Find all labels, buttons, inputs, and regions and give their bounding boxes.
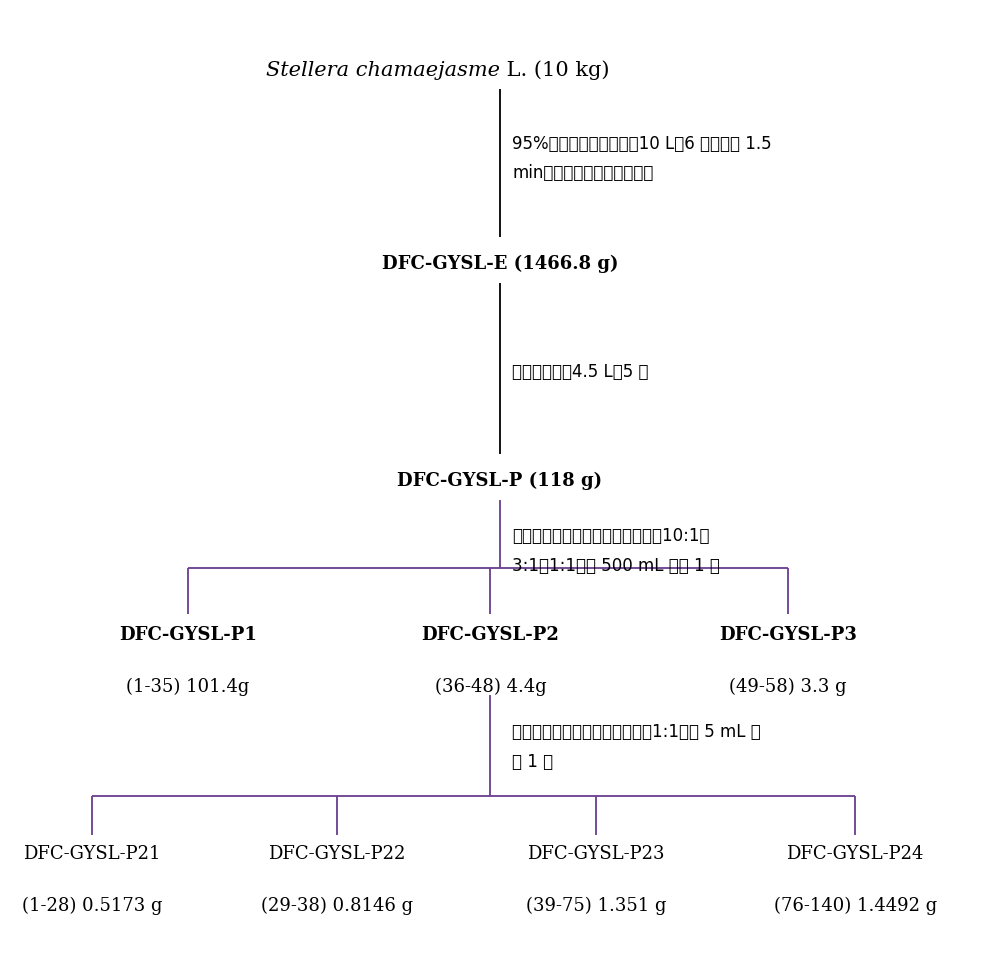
Text: min，过滤，滤液浓缩、蒸干: min，过滤，滤液浓缩、蒸干 — [512, 164, 654, 183]
Text: (29-38) 0.8146 g: (29-38) 0.8146 g — [261, 896, 413, 914]
Text: DFC-GYSL-P3: DFC-GYSL-P3 — [719, 626, 857, 644]
Text: 95%乙醇闪式提取提取（10 L）6 次，每次 1.5: 95%乙醇闪式提取提取（10 L）6 次，每次 1.5 — [512, 135, 772, 153]
Text: (1-28) 0.5173 g: (1-28) 0.5173 g — [22, 896, 162, 914]
Text: 集 1 次: 集 1 次 — [512, 752, 554, 770]
Text: (1-35) 101.4g: (1-35) 101.4g — [126, 677, 250, 695]
Text: 3:1，1:1）每 500 mL 收集 1 次: 3:1，1:1）每 500 mL 收集 1 次 — [512, 556, 720, 575]
Text: (76-140) 1.4492 g: (76-140) 1.4492 g — [774, 896, 937, 914]
Text: DFC-GYSL-P24: DFC-GYSL-P24 — [787, 845, 924, 862]
Text: (49-58) 3.3 g: (49-58) 3.3 g — [729, 677, 847, 695]
Text: L. (10 kg): L. (10 kg) — [500, 61, 610, 80]
Text: 减压硅胶柱色谱，石油醚：丙酮（10:1，: 减压硅胶柱色谱，石油醚：丙酮（10:1， — [512, 527, 710, 545]
Text: DFC-GYSL-P2: DFC-GYSL-P2 — [421, 626, 559, 644]
Text: DFC-GYSL-P22: DFC-GYSL-P22 — [268, 845, 405, 862]
Text: DFC-GYSL-P21: DFC-GYSL-P21 — [23, 845, 161, 862]
Text: DFC-GYSL-P23: DFC-GYSL-P23 — [527, 845, 665, 862]
Text: 凝胶柱色谱，二氯甲烷：甲醇（1:1）每 5 mL 收: 凝胶柱色谱，二氯甲烷：甲醇（1:1）每 5 mL 收 — [512, 723, 761, 740]
Text: Stellera chamaejasme: Stellera chamaejasme — [266, 61, 500, 80]
Text: (36-48) 4.4g: (36-48) 4.4g — [435, 677, 546, 695]
Text: 石油醚萃取（4.5 L）5 次: 石油醚萃取（4.5 L）5 次 — [512, 362, 649, 381]
Text: DFC-GYSL-P (118 g): DFC-GYSL-P (118 g) — [397, 472, 603, 489]
Text: (39-75) 1.351 g: (39-75) 1.351 g — [526, 896, 666, 914]
Text: DFC-GYSL-P1: DFC-GYSL-P1 — [119, 626, 257, 644]
Text: DFC-GYSL-E (1466.8 g): DFC-GYSL-E (1466.8 g) — [382, 255, 618, 273]
